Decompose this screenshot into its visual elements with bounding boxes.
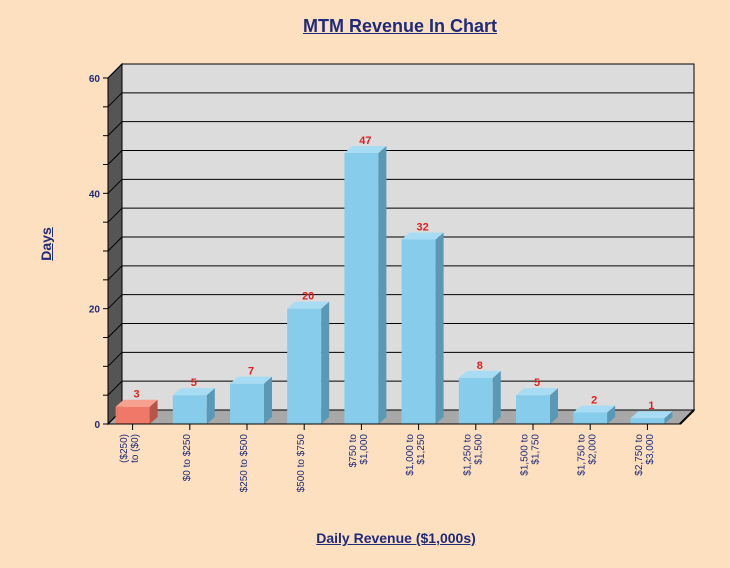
x-tick-label: $500 to $750 <box>296 434 307 493</box>
bar-side <box>492 370 501 424</box>
gridline-side <box>107 178 123 194</box>
bar-top <box>516 388 558 396</box>
data-label: 7 <box>248 366 254 378</box>
bar-front <box>401 239 436 424</box>
bar <box>172 388 215 424</box>
bar-front <box>230 383 264 424</box>
bar-front <box>172 395 207 424</box>
x-tick-label: $2,750 to <box>634 434 645 476</box>
x-tick-label: $1,250 to <box>462 434 473 476</box>
data-label: 3 <box>134 389 140 401</box>
bar-top <box>230 376 272 384</box>
bar-front <box>115 406 150 424</box>
gridline-side <box>107 150 123 165</box>
x-tick-label: $1,250 <box>416 434 427 465</box>
bar <box>573 405 616 424</box>
bar-front <box>344 152 379 424</box>
bar-front <box>630 418 665 424</box>
bar <box>344 145 387 424</box>
x-tick-label: $250 to $500 <box>239 434 250 493</box>
x-tick-label: $1,750 <box>531 434 542 465</box>
gridline-side <box>107 351 123 367</box>
x-tick-label: $1,500 <box>473 434 484 465</box>
bar-front <box>458 377 493 424</box>
gridline-side <box>107 294 123 310</box>
x-tick-label: $3,000 <box>645 434 656 465</box>
bar-top <box>344 145 387 153</box>
x-tick-label: $750 to <box>348 434 359 468</box>
bar-top <box>630 411 673 419</box>
y-tick-label: 40 <box>89 189 101 200</box>
data-label: 5 <box>534 377 540 389</box>
data-label: 47 <box>359 135 371 147</box>
bar <box>287 301 330 424</box>
bar <box>516 388 558 424</box>
x-tick-label: to ($0) <box>130 434 141 463</box>
x-tick-label: ($250) <box>119 434 130 463</box>
data-label: 20 <box>302 291 314 303</box>
bar-side <box>664 411 673 424</box>
x-axis-label: Daily Revenue ($1,000s) <box>316 530 476 546</box>
gridline-side <box>107 121 123 137</box>
data-label: 1 <box>648 400 654 412</box>
x-tick-label: $0 to $250 <box>182 434 193 482</box>
bar-top <box>401 232 444 240</box>
gridline-side <box>107 236 123 252</box>
bar-top <box>573 405 616 413</box>
gridline-side <box>107 265 123 281</box>
gridline-side <box>107 92 123 108</box>
bar-front <box>287 308 322 424</box>
y-tick-label: 0 <box>94 420 100 431</box>
bar-top <box>458 370 501 378</box>
bar-side <box>149 399 158 424</box>
x-tick-label: $1,500 to <box>520 434 531 476</box>
gridline-side <box>107 380 123 396</box>
bar <box>230 376 272 424</box>
y-tick-label: 20 <box>89 305 101 316</box>
bar-side <box>206 388 215 424</box>
data-label: 2 <box>591 394 597 406</box>
bar-side <box>550 388 558 424</box>
x-tick-label: $2,000 <box>588 434 599 465</box>
bar-front <box>573 412 608 424</box>
bar <box>115 399 158 424</box>
bar-top <box>172 388 215 396</box>
x-tick-label: $1,750 to <box>577 434 588 476</box>
bar <box>458 370 501 424</box>
data-label: 5 <box>191 377 197 389</box>
bar-side <box>321 301 330 424</box>
x-tick-label: $1,000 <box>359 434 370 465</box>
bar-side <box>607 405 616 424</box>
bar-front <box>516 395 550 424</box>
floor-edge <box>679 409 695 425</box>
data-label: 8 <box>477 360 483 372</box>
bar-top <box>287 301 330 309</box>
y-tick-label: 60 <box>89 74 101 85</box>
bar-side <box>264 376 272 424</box>
bar-side <box>435 232 444 424</box>
chart-title: MTM Revenue In Chart <box>302 16 498 36</box>
data-label: 32 <box>416 221 428 233</box>
bar <box>401 232 444 424</box>
x-tick-label: $1,000 to <box>405 434 416 476</box>
bar-side <box>378 145 387 424</box>
bar-top <box>115 399 158 407</box>
gridline-side <box>107 207 123 223</box>
gridline-side <box>107 323 123 338</box>
bar <box>630 411 673 424</box>
gridline-side <box>107 63 123 79</box>
